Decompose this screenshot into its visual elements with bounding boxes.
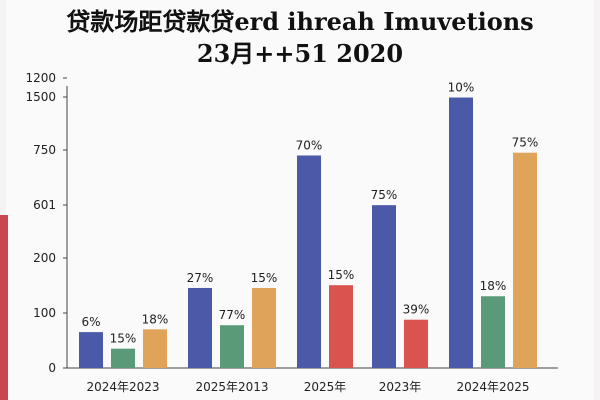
x-category-label: 2025年2013 <box>195 380 268 394</box>
bar-value-label: 75% <box>512 136 539 150</box>
bar <box>188 287 212 368</box>
x-category-label: 2025年 <box>304 380 347 394</box>
bar-value-label: 18% <box>142 312 169 326</box>
bar-value-label: 70% <box>296 138 323 152</box>
bar-value-label: 15% <box>328 268 355 282</box>
y-tick-label: 1200 <box>25 71 56 85</box>
x-category-label: 2024年2023 <box>86 380 159 394</box>
bar-value-label: 15% <box>110 332 137 346</box>
bar <box>79 332 103 368</box>
bar-value-label: 27% <box>187 271 214 285</box>
y-tick-label: 100 <box>33 306 56 320</box>
bar <box>481 296 505 368</box>
chart-title-line-2: 23月++51 2020 <box>196 39 404 68</box>
y-tick-label: 750 <box>33 143 56 157</box>
bar-value-label: 15% <box>251 271 278 285</box>
bar <box>252 287 276 368</box>
y-tick-label: 200 <box>33 251 56 265</box>
bar-value-label: 39% <box>403 303 430 317</box>
x-category-label: 2023年 <box>379 380 422 394</box>
bar <box>143 329 167 368</box>
y-tick-label: 0 <box>48 361 56 375</box>
bar <box>404 319 428 368</box>
bar-value-label: 77% <box>219 308 246 322</box>
bar <box>513 152 537 368</box>
bar-value-label: 18% <box>480 279 507 293</box>
y-tick-label: 601 <box>33 198 56 212</box>
x-category-label: 2024年2025 <box>456 380 529 394</box>
bar-value-label: 6% <box>81 315 100 329</box>
red-edge-decoration <box>0 215 8 400</box>
bar <box>220 325 244 368</box>
bar <box>372 205 396 368</box>
bar <box>329 285 353 368</box>
bar-value-label: 10% <box>448 81 475 95</box>
bar <box>111 348 135 368</box>
y-tick-label: 1500 <box>25 90 56 104</box>
chart-title-line-1: 贷款场距贷款贷erd ihreah Imuvetions <box>66 7 534 36</box>
bar <box>449 97 473 369</box>
bar <box>297 155 321 368</box>
bar-value-label: 75% <box>371 188 398 202</box>
